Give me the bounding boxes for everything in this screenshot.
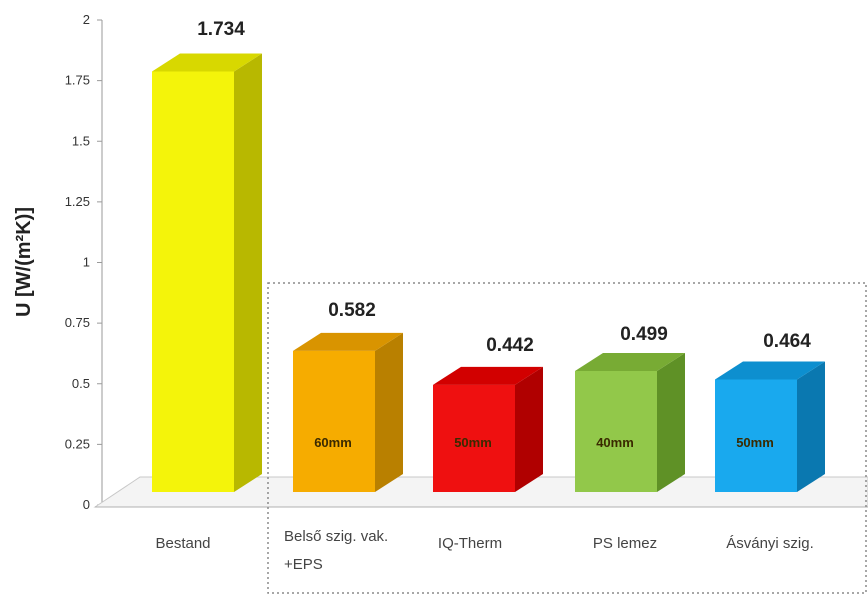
x-tick-label: Ásványi szig. (726, 535, 814, 552)
y-axis: 0 0.25 0.5 0.75 1 1.25 1.5 1.75 2 (65, 12, 103, 512)
x-tick-label: Belső szig. vak. (284, 528, 388, 545)
highlight-box (267, 282, 867, 594)
x-tick-label: Bestand (155, 535, 210, 552)
y-tick-label: 0.25 (65, 436, 90, 451)
data-label: 0.442 (486, 335, 534, 356)
bar-top (433, 366, 543, 385)
bar-front (715, 379, 797, 492)
labels: 1.734 0.582 60mm 0.442 50mm 0.499 40mm 0.464 50m… (155, 19, 813, 573)
y-axis-label: U [W/(m²K)] (13, 207, 35, 317)
bar-side (515, 366, 543, 492)
bar-top (293, 332, 403, 351)
x-tick-label: +EPS (284, 556, 323, 573)
y-tick-label: 1.75 (65, 73, 90, 88)
y-tick-label: 1.5 (72, 133, 90, 148)
bar-side (375, 332, 403, 492)
x-tick-label: PS lemez (593, 535, 657, 552)
bar-top (715, 361, 825, 380)
data-label: 0.499 (620, 324, 668, 345)
y-tick-label: 0.5 (72, 376, 90, 391)
bars (152, 53, 825, 492)
bar-annotation: 50mm (454, 435, 492, 450)
bar-side (797, 361, 825, 492)
y-tick-label: 1 (83, 255, 90, 270)
bar-top (575, 352, 685, 371)
y-tick-label: 2 (83, 12, 90, 27)
bar-front (433, 384, 515, 492)
x-tick-label: IQ-Therm (438, 535, 502, 552)
y-tick-label: 0.75 (65, 315, 90, 330)
y-tick-label: 0 (83, 497, 90, 512)
data-label: 0.582 (328, 300, 376, 321)
bar-side (234, 53, 262, 492)
bar-annotation: 40mm (596, 435, 634, 450)
bar-front (152, 71, 234, 492)
bar-front (575, 370, 657, 492)
data-label: 1.734 (197, 19, 245, 40)
y-tick-label: 1.25 (65, 194, 90, 209)
bar-front (293, 350, 375, 492)
bar-annotation: 50mm (736, 435, 774, 450)
bar-top (152, 53, 262, 72)
bar-side (657, 352, 685, 492)
data-label: 0.464 (763, 331, 811, 352)
bar-annotation: 60mm (314, 435, 352, 450)
